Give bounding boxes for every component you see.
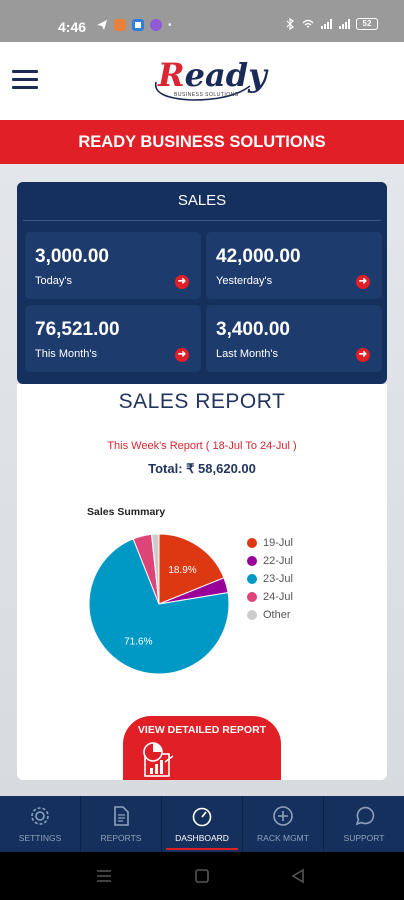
legend-label: Other	[263, 609, 291, 621]
legend-item: 23-Jul	[247, 570, 293, 588]
legend-label: 19-Jul	[263, 537, 293, 549]
menu-icon[interactable]	[12, 70, 38, 90]
notification-icons: •	[96, 19, 172, 31]
legend-label: 23-Jul	[263, 573, 293, 585]
sales-card-label: Today's	[35, 275, 72, 287]
view-detailed-report-button[interactable]: VIEW DETAILED REPORT	[123, 716, 281, 780]
pie-slice-label: 71.6%	[124, 637, 152, 648]
system-icons: 52	[284, 18, 378, 30]
sales-pie-chart: 18.9% 71.6%	[88, 533, 230, 675]
plus-circle-icon	[273, 806, 293, 826]
sales-title: SALES	[177, 192, 227, 209]
signal-icon	[321, 19, 332, 29]
report-chart-icon	[143, 742, 174, 777]
ready-logo: Ready BUSINESS SOLUTIONS	[152, 56, 267, 106]
chart-legend: 19-Jul 22-Jul 23-Jul 24-Jul Other	[247, 534, 293, 624]
legend-label: 24-Jul	[263, 591, 293, 603]
nav-rack-mgmt[interactable]: RACK MGMT	[243, 796, 324, 852]
arrow-right-icon[interactable]: ➜	[175, 275, 189, 289]
gear-icon	[31, 807, 49, 825]
legend-swatch	[247, 574, 257, 584]
arrow-right-icon[interactable]: ➜	[356, 275, 370, 289]
sales-report-card: SALES REPORT This Week's Report ( 18-Jul…	[17, 384, 387, 780]
sales-card-value: 76,521.00	[35, 319, 120, 340]
sales-card-value: 3,400.00	[216, 319, 290, 340]
legend-item: 19-Jul	[247, 534, 293, 552]
sales-card-label: Last Month's	[216, 348, 279, 360]
document-icon	[114, 806, 129, 826]
sales-card-last-month[interactable]: 3,400.00 Last Month's ➜	[206, 305, 382, 372]
app-bar: Ready BUSINESS SOLUTIONS	[0, 42, 404, 120]
report-week-range: This Week's Report ( 18-Jul To 24-Jul )	[107, 440, 297, 452]
nav-label: RACK MGMT	[257, 833, 309, 843]
telegram-icon	[97, 20, 107, 30]
nav-dashboard[interactable]: DASHBOARD	[162, 796, 243, 852]
sales-card-this-month[interactable]: 76,521.00 This Month's ➜	[25, 305, 201, 372]
more-dot-icon: •	[168, 19, 172, 31]
system-nav-bar	[0, 852, 404, 900]
sales-card-yesterday[interactable]: 42,000.00 Yesterday's ➜	[206, 232, 382, 299]
legend-item: 24-Jul	[247, 588, 293, 606]
gauge-icon	[192, 807, 212, 827]
chart-title: Sales Summary	[87, 506, 166, 518]
legend-swatch	[247, 538, 257, 548]
app-orange-icon	[114, 19, 126, 31]
nav-settings[interactable]: SETTINGS	[0, 796, 81, 852]
sales-card-value: 42,000.00	[216, 246, 301, 267]
nav-label: SETTINGS	[18, 833, 62, 843]
arrow-right-icon[interactable]: ➜	[175, 348, 189, 362]
legend-swatch	[247, 556, 257, 566]
wifi-icon	[302, 19, 314, 28]
nav-label: SUPPORT	[343, 833, 385, 843]
home-square-icon[interactable]	[194, 868, 210, 884]
report-total: Total: ₹ 58,620.00	[148, 461, 256, 476]
status-bar: 4:46 • 52	[0, 0, 404, 42]
legend-swatch	[247, 610, 257, 620]
sales-panel: SALES 3,000.00 Today's ➜ 42,000.00 Yeste…	[17, 182, 387, 384]
nav-support[interactable]: SUPPORT	[324, 796, 404, 852]
arrow-right-icon[interactable]: ➜	[356, 348, 370, 362]
company-banner: READY BUSINESS SOLUTIONS	[0, 120, 404, 164]
pie-slice-label: 18.9%	[168, 565, 196, 576]
sales-divider	[23, 220, 381, 221]
report-title: SALES REPORT	[118, 390, 286, 413]
sales-card-label: This Month's	[35, 348, 98, 360]
sales-card-today[interactable]: 3,000.00 Today's ➜	[25, 232, 201, 299]
app-purple-icon	[150, 19, 162, 31]
nav-label: REPORTS	[100, 833, 142, 843]
legend-swatch	[247, 592, 257, 602]
app-blue-icon	[132, 19, 144, 31]
back-triangle-icon[interactable]	[290, 868, 306, 884]
signal-2-icon	[339, 19, 350, 29]
legend-item: Other	[247, 606, 293, 624]
nav-label: DASHBOARD	[175, 833, 229, 843]
whatsapp-icon	[355, 806, 375, 826]
sales-card-value: 3,000.00	[35, 246, 109, 267]
nav-reports[interactable]: REPORTS	[81, 796, 162, 852]
pie-slice-other	[150, 533, 160, 605]
legend-item: 22-Jul	[247, 552, 293, 570]
recents-menu-icon[interactable]	[96, 869, 112, 883]
battery-icon: 52	[356, 18, 378, 30]
status-time: 4:46	[58, 19, 87, 35]
bluetooth-icon	[286, 18, 294, 30]
pie-slice-23-jul	[88, 538, 230, 675]
sales-card-label: Yesterday's	[216, 275, 273, 287]
detail-button-label: VIEW DETAILED REPORT	[137, 724, 267, 736]
bottom-nav: SETTINGS REPORTS DASHBOARD RACK MGMT SUP…	[0, 796, 404, 852]
legend-label: 22-Jul	[263, 555, 293, 567]
logo-swoosh	[154, 81, 251, 101]
pie-slice-19-jul	[158, 533, 225, 605]
